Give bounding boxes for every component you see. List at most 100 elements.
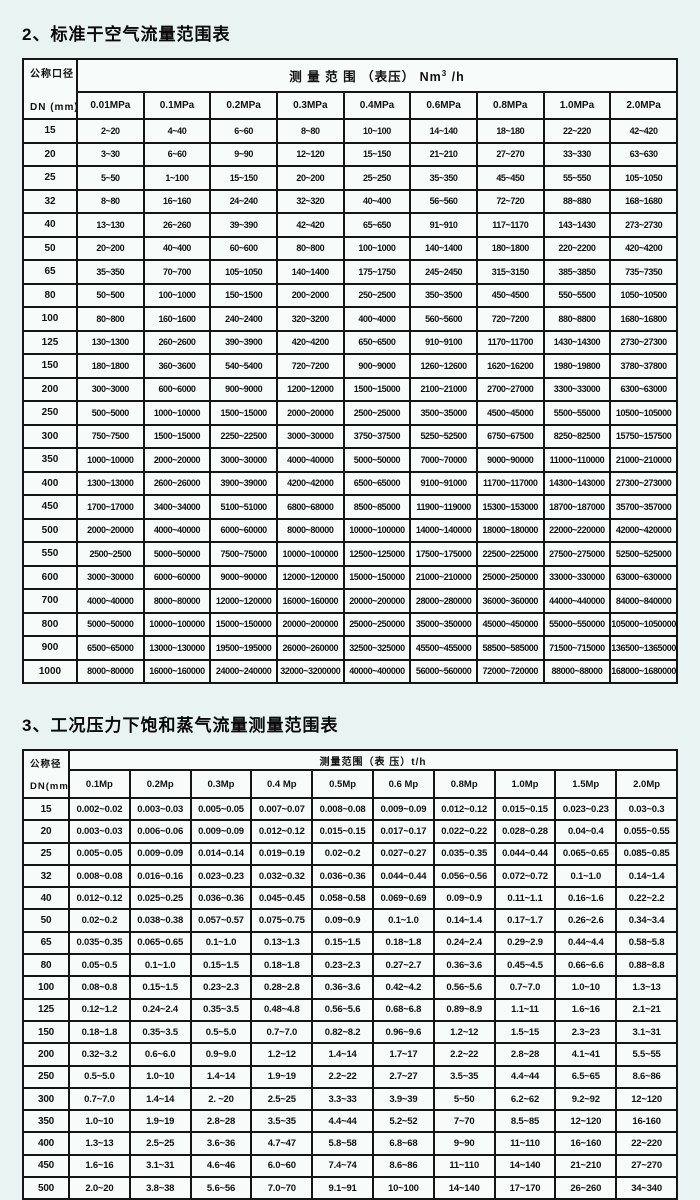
range-cell: 22~220 — [615, 1131, 678, 1156]
range-cell: 4.7~47 — [250, 1131, 314, 1156]
table-row: 150 0.18~1.8 0.35~3.5 0.5~5.0 0.7~7.0 0.82~8.… — [22, 1019, 678, 1045]
dn-cell: 450 — [22, 1153, 70, 1179]
range-cell: 55000~550000 — [542, 611, 612, 637]
dn-cell: 600 — [22, 564, 78, 590]
range-cell: 0.012~0.12 — [432, 796, 496, 822]
range-cell: 273~2730 — [609, 212, 678, 238]
range-cell: 12000~120000 — [209, 588, 278, 614]
range-cell: 26~260 — [554, 1176, 618, 1200]
range-cell: 1500~15000 — [342, 376, 412, 402]
dn-cell: 65 — [22, 930, 70, 956]
dn-cell: 15 — [22, 118, 78, 144]
corner-label-bottom: DN(mm) — [30, 781, 69, 792]
table-row: 20 0.003~0.03 0.006~0.06 0.009~0.09 0.012~0.… — [22, 819, 678, 844]
range-cell: 7500~75000 — [209, 541, 278, 567]
range-cell: 0.42~4.2 — [371, 975, 435, 1000]
dn-cell: 80 — [22, 282, 78, 308]
range-cell: 32~320 — [275, 188, 345, 214]
range-cell: 42~420 — [275, 212, 345, 238]
range-cell: 21~210 — [554, 1153, 618, 1179]
range-cell: 420~4200 — [609, 235, 678, 261]
range-cell: 0.022~0.22 — [432, 819, 496, 844]
range-cell: 1.2~12 — [250, 1042, 314, 1067]
range-cell: 0.18~1.8 — [68, 1019, 131, 1045]
range-cell: 8000~80000 — [76, 658, 145, 684]
range-cell: 6500~65000 — [76, 635, 145, 661]
range-cell: 4200~42000 — [275, 470, 345, 496]
table-row: 900 6500~65000 13000~130000 19500~195000 260… — [22, 635, 678, 661]
range-cell: 0.036~0.36 — [311, 863, 374, 889]
range-cell: 910~9100 — [409, 329, 478, 355]
range-cell: 0.15~1.5 — [189, 953, 253, 978]
range-cell: 0.02~0.2 — [68, 908, 131, 933]
range-cell: 9~90 — [209, 141, 278, 167]
range-cell: 25000~250000 — [475, 564, 545, 590]
pressure-column-header: 0.2MPa — [209, 91, 278, 120]
range-cell: 0.9~9.0 — [189, 1042, 253, 1067]
range-cell: 0.017~0.17 — [371, 819, 435, 844]
range-cell: 0.09~0.9 — [311, 908, 374, 933]
range-cell: 140~1400 — [275, 259, 345, 285]
table-row: 200 0.32~3.2 0.6~6.0 0.9~9.0 1.2~12 1.4~14 1.7… — [22, 1042, 678, 1067]
range-cell: 3000~30000 — [76, 564, 145, 590]
range-cell: 0.014~0.14 — [189, 841, 253, 866]
range-cell: 5.8~58 — [311, 1131, 374, 1156]
table-row: 800 5000~50000 10000~100000 15000~150000 200… — [22, 611, 678, 637]
range-cell: 0.035~0.35 — [68, 930, 131, 956]
range-cell: 600~6000 — [142, 376, 212, 402]
range-cell: 2.7~27 — [371, 1064, 435, 1089]
range-cell: 5.5~55 — [615, 1042, 678, 1067]
range-cell: 17~170 — [493, 1176, 557, 1200]
range-cell: 0.006~0.06 — [128, 819, 192, 844]
range-cell: 3.1~31 — [128, 1153, 192, 1179]
range-cell: 0.26~2.6 — [554, 908, 618, 933]
range-cell: 2000~20000 — [142, 447, 212, 473]
range-cell: 0.005~0.05 — [68, 841, 131, 866]
range-cell: 900~9000 — [209, 376, 278, 402]
range-cell: 150~1500 — [209, 282, 278, 308]
air-table-corner-cell: 公称口径 DN (mm) — [22, 58, 78, 120]
range-cell: 6.8~68 — [371, 1131, 435, 1156]
range-cell: 13000~130000 — [142, 635, 212, 661]
range-cell: 25~250 — [342, 165, 412, 191]
range-cell: 117~1170 — [475, 212, 545, 238]
table-row: 400 1.3~13 2.5~25 3.6~36 4.7~47 5.8~58 6.8~68 9… — [22, 1131, 678, 1156]
range-cell: 55~550 — [542, 165, 612, 191]
range-cell: 8250~82500 — [542, 423, 612, 449]
dn-cell: 40 — [22, 886, 70, 911]
range-cell: 0.045~0.45 — [250, 886, 314, 911]
range-cell: 0.056~0.56 — [432, 863, 496, 889]
range-cell: 390~3900 — [209, 329, 278, 355]
range-cell: 2.0~20 — [68, 1176, 131, 1200]
range-cell: 1.3~13 — [615, 975, 678, 1000]
range-cell: 34~340 — [615, 1176, 678, 1200]
table-row: 400 1300~13000 2600~26000 3900~39000 4200~42… — [22, 470, 678, 496]
range-cell: 8500~85000 — [342, 494, 412, 520]
range-cell: 0.15~1.5 — [311, 930, 374, 956]
range-cell: 12~120 — [615, 1086, 678, 1112]
range-cell: 40~400 — [342, 188, 412, 214]
range-cell: 10~100 — [371, 1176, 435, 1200]
range-cell: 500~5000 — [76, 400, 145, 426]
range-cell: 0.18~1.8 — [371, 930, 435, 956]
range-cell: 140~1400 — [409, 235, 478, 261]
range-cell: 70~700 — [142, 259, 212, 285]
range-cell: 21~210 — [409, 141, 478, 167]
range-cell: 2730~27300 — [609, 329, 678, 355]
range-cell: 200~2000 — [275, 282, 345, 308]
range-cell: 6800~68000 — [275, 494, 345, 520]
range-cell: 0.025~0.25 — [128, 886, 192, 911]
range-cell: 11~110 — [493, 1131, 557, 1156]
dn-cell: 1000 — [22, 658, 78, 684]
range-cell: 300~3000 — [76, 376, 145, 402]
dn-cell: 50 — [22, 235, 78, 261]
range-cell: 80~800 — [76, 306, 145, 332]
range-cell: 2.1~21 — [615, 997, 678, 1022]
range-cell: 0.22~2.2 — [615, 886, 678, 911]
air-table-span-header: 测 量 范 围 （表压） Nm3 /h — [76, 58, 678, 93]
range-cell: 0.24~2.4 — [128, 997, 192, 1022]
range-cell: 0.6~6.0 — [128, 1042, 192, 1067]
range-cell: 0.5~5.0 — [189, 1019, 253, 1045]
dn-cell: 150 — [22, 1019, 70, 1045]
steam-table-header-row-2: 0.1Mp 0.2Mp 0.3Mp 0.4 Mp 0.5Mp 0.6 Mp 0.8Mp 1.0… — [23, 769, 678, 799]
